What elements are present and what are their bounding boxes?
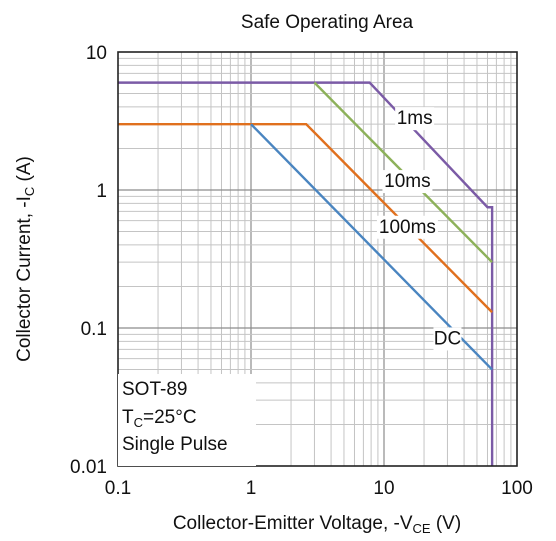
series-labels: 1ms 10ms 100ms DC (376, 107, 462, 351)
note-package: SOT-89 (122, 379, 187, 400)
x-tick-label-2: 10 (373, 478, 394, 499)
note-text: SOT-89 TC=25°C Single Pulse (122, 379, 228, 455)
series-line-2 (118, 122, 493, 314)
y-tick-label-1: 0.1 (81, 319, 107, 340)
note-temperature: TC=25°C (122, 407, 197, 430)
series-label-3: DC (434, 328, 461, 349)
plot-frame (117, 51, 518, 467)
x-tick-labels: 0.1 1 10 100 (105, 478, 533, 499)
note-pulse: Single Pulse (122, 434, 228, 455)
chart-title: Safe Operating Area (241, 12, 414, 33)
series-label-bg-2 (376, 215, 438, 239)
y-axis-title: Collector Current, -IC (A) (14, 156, 37, 362)
grid (118, 52, 517, 466)
x-tick-label-1: 1 (246, 478, 257, 499)
series-label-0: 1ms (397, 108, 433, 129)
y-tick-label-2: 1 (96, 181, 107, 202)
note-box (118, 374, 256, 466)
series-label-bg-0 (395, 107, 435, 131)
series-label-bg-3 (433, 327, 462, 351)
x-tick-label-0: 0.1 (105, 478, 131, 499)
series-label-1: 10ms (384, 171, 430, 192)
series-label-2: 100ms (379, 217, 436, 238)
x-tick-label-3: 100 (501, 478, 533, 499)
y-tick-label-3: 10 (86, 43, 107, 64)
y-tick-labels: 0.01 0.1 1 10 (70, 43, 107, 478)
series-line-0 (118, 81, 494, 466)
y-tick-label-0: 0.01 (70, 457, 107, 478)
series-label-bg-1 (382, 170, 433, 194)
x-axis-title: Collector-Emitter Voltage, -VCE (V) (173, 513, 461, 536)
